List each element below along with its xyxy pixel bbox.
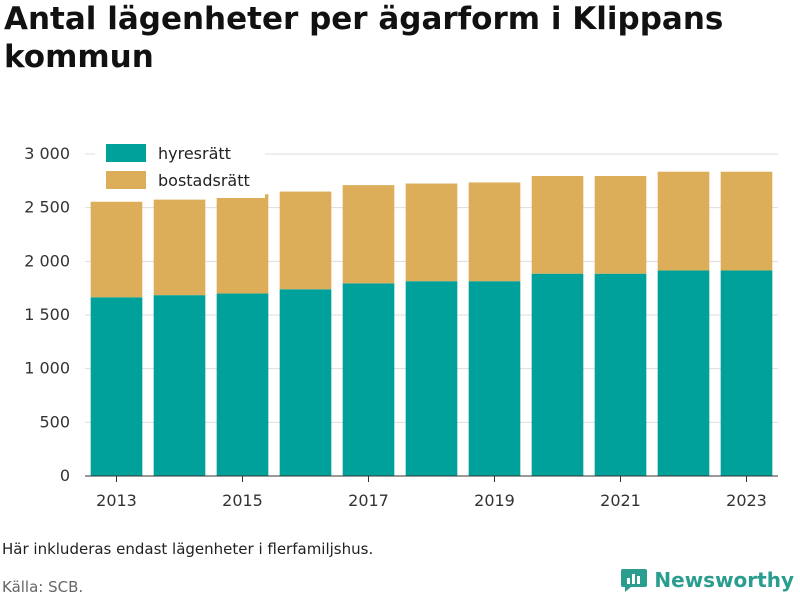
legend-swatch: [106, 171, 146, 189]
bars: [90, 171, 773, 476]
bar-bostadsratt-2015: [216, 194, 269, 294]
y-tick-label: 2 500: [24, 198, 70, 217]
bar-hyresratt-2021: [594, 273, 647, 476]
bar-bostadsratt-2014: [153, 199, 206, 296]
source-text: Källa: SCB.: [2, 578, 84, 596]
bar-hyresratt-2018: [405, 281, 458, 476]
bar-bostadsratt-2021: [594, 176, 647, 274]
y-axis-ticks: 0 500 1 000 1 500 2 000 2 500 3 000: [24, 144, 70, 485]
bar-bostadsratt-2023: [720, 171, 773, 271]
x-tick-label: 2013: [96, 491, 137, 510]
bar-hyresratt-2014: [153, 295, 206, 476]
y-tick-label: 500: [39, 412, 70, 431]
bar-hyresratt-2022: [657, 270, 710, 476]
bar-bostadsratt-2018: [405, 183, 458, 282]
bar-hyresratt-2019: [468, 281, 521, 476]
x-axis: 2013 2015 2017 2019 2021 2023: [85, 475, 778, 510]
bar-bostadsratt-2016: [279, 191, 332, 290]
y-tick-label: 2 000: [24, 251, 70, 270]
x-tick-label: 2015: [222, 491, 263, 510]
bar-bostadsratt-2022: [657, 171, 710, 271]
bar-bostadsratt-2020: [531, 176, 584, 274]
bar-hyresratt-2013: [90, 297, 143, 476]
x-tick-label: 2021: [600, 491, 641, 510]
bar-hyresratt-2015: [216, 293, 269, 476]
legend: hyresrätt bostadsrätt: [95, 140, 265, 198]
x-tick-label: 2023: [726, 491, 767, 510]
bar-hyresratt-2017: [342, 283, 395, 476]
bar-hyresratt-2016: [279, 289, 332, 476]
y-tick-label: 1 500: [24, 305, 70, 324]
chart-note: Här inkluderas endast lägenheter i flerf…: [2, 540, 374, 558]
bar-hyresratt-2020: [531, 273, 584, 476]
bar-bostadsratt-2013: [90, 201, 143, 298]
bar-hyresratt-2023: [720, 270, 773, 476]
y-tick-label: 3 000: [24, 144, 70, 163]
chart-title: Antal lägenheter per ägarform i Klippans…: [4, 1, 724, 75]
brand-logo: Newsworthy: [620, 566, 794, 594]
bar-bostadsratt-2019: [468, 182, 521, 282]
legend-swatch: [106, 144, 146, 162]
y-tick-label: 0: [60, 466, 70, 485]
x-tick-label: 2017: [348, 491, 389, 510]
legend-label: bostadsrätt: [158, 171, 250, 190]
x-tick-label: 2019: [474, 491, 515, 510]
legend-label: hyresrätt: [158, 144, 231, 163]
newsworthy-logo-icon: [621, 569, 648, 592]
bar-bostadsratt-2017: [342, 185, 395, 284]
brand-name: Newsworthy: [654, 568, 794, 592]
y-tick-label: 1 000: [24, 359, 70, 378]
